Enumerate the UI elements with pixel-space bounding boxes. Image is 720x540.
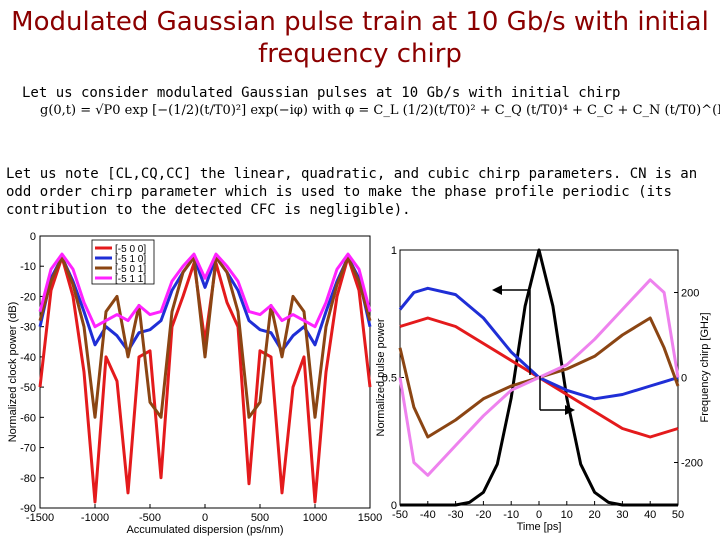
- chirp-y-tick-label: 200: [681, 288, 699, 300]
- pulse-x-tick-label: -10: [503, 509, 519, 521]
- clock-power-chart: 0 -10 -20 -30 -40 -50 -60 -70 -80 -90-1500 -1000 -5…: [7, 231, 382, 536]
- slide-title: Modulated Gaussian pulse train at 10 Gb/…: [11, 7, 709, 69]
- chirp-y-tick-label: -200: [681, 458, 703, 470]
- clock-y-tick-label: -90: [20, 503, 36, 515]
- chirp-note: Let us note [CL,CQ,CC] the linear, quadr…: [6, 166, 698, 218]
- intro-text: Let us consider modulated Gaussian pulse…: [22, 85, 621, 101]
- clock-x-tick-label: -1500: [26, 512, 54, 524]
- pulse-x-tick-label: 20: [588, 509, 600, 521]
- pulse-y-tick-label: 0: [391, 500, 397, 512]
- left-axis-arrow-head: [492, 285, 502, 295]
- formula-phi-terms: C_L (1/2)(t/T0)² + C_Q (t/T0)⁴ + C_C + C…: [373, 103, 720, 118]
- chirp-y-axis-label: Frequency chirp [GHz]: [699, 312, 711, 422]
- pulse-x-tick-label: -50: [392, 509, 408, 521]
- clock-legend-label: [-5 1 0]: [115, 254, 146, 265]
- clock-series-3: [38, 255, 372, 419]
- chirp-y-tick-label: 0: [681, 373, 687, 385]
- clock-legend-label: [-5 1 1]: [115, 274, 146, 285]
- clock-x-axis-label: Accumulated dispersion (ps/nm): [126, 524, 283, 536]
- clock-y-tick-label: -70: [20, 443, 36, 455]
- clock-x-tick-label: 1500: [358, 512, 382, 524]
- pulse-x-tick-label: -20: [475, 509, 491, 521]
- pulse-x-tick-label: -40: [420, 509, 436, 521]
- clock-x-tick-label: 0: [202, 512, 208, 524]
- clock-y-tick-label: -80: [20, 473, 36, 485]
- clock-series-2: [38, 255, 372, 353]
- pulse-y-tick-label: 1: [391, 245, 397, 257]
- pulse-x-tick-label: -30: [448, 509, 464, 521]
- pulse-x-axis-label: Time [ps]: [517, 521, 562, 533]
- pulse-y-axis-label: Normalized pulse power: [375, 318, 387, 436]
- formula-mid: exp(−iφ) with φ =: [250, 103, 370, 118]
- pulse-x-tick-label: 30: [616, 509, 628, 521]
- clock-y-tick-label: -30: [20, 322, 36, 334]
- pulse-x-tick-label: 0: [536, 509, 542, 521]
- clock-y-tick-label: -60: [20, 412, 36, 424]
- pulse-x-tick-label: 50: [672, 509, 684, 521]
- clock-series-1: [38, 255, 372, 504]
- formula-lhs: g(0,t) = √P0 exp: [40, 103, 149, 118]
- clock-legend-label: [-5 0 1]: [115, 264, 146, 275]
- clock-y-tick-label: -40: [20, 352, 36, 364]
- pulse-chirp-chart: 0 0.5 1 200 0 -200 -50 -40 -30 -20 -10 0 10 20 30 40 50 T…: [375, 245, 711, 533]
- clock-x-tick-label: -500: [139, 512, 161, 524]
- clock-y-tick-label: -20: [20, 291, 36, 303]
- clock-x-tick-label: 500: [251, 512, 269, 524]
- axis-arrows: [492, 285, 575, 415]
- pulse-x-tick-label: 40: [644, 509, 656, 521]
- pulse-series-5: [398, 278, 680, 477]
- chirp-formula: g(0,t) = √P0 exp [−(1/2)(t/T0)²] exp(−iφ…: [40, 103, 720, 118]
- pulse-y-tick-label: 0.5: [382, 373, 397, 385]
- clock-legend-label: [-5 0 0]: [115, 244, 146, 255]
- clock-y-tick-label: 0: [30, 231, 36, 243]
- clock-y-tick-label: -10: [20, 261, 36, 273]
- clock-x-tick-label: 1000: [303, 512, 327, 524]
- clock-x-tick-label: -1000: [81, 512, 109, 524]
- pulse-x-tick-label: 10: [561, 509, 573, 521]
- right-axis-arrow-head: [565, 405, 575, 415]
- pulse-series-1: [400, 248, 678, 507]
- clock-y-tick-label: -50: [20, 382, 36, 394]
- clock-series-4: [38, 252, 372, 329]
- clock-y-axis-label: Normalized clock power (dB): [7, 302, 19, 443]
- formula-gauss-term: −(1/2)(t/T0)²: [157, 103, 242, 118]
